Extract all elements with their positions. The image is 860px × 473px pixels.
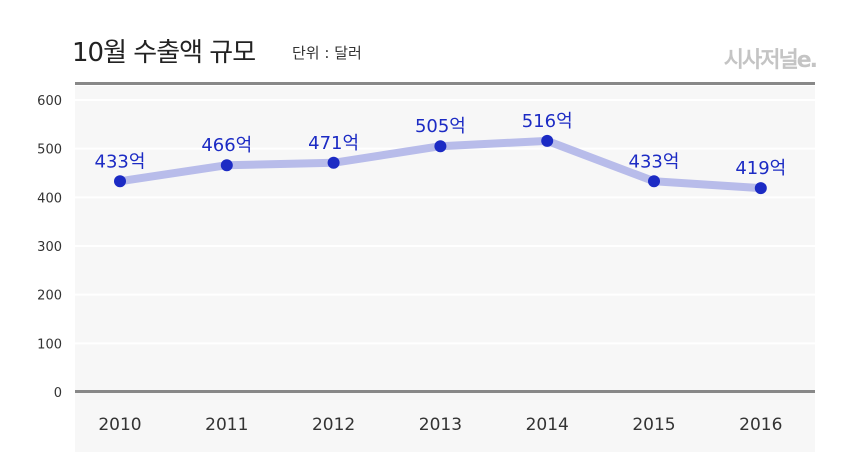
data-label: 466억 [201, 135, 252, 156]
data-point [754, 182, 767, 195]
y-tick-label: 500 [37, 143, 62, 158]
y-tick-label: 200 [37, 289, 62, 304]
x-tick-label: 2015 [632, 415, 675, 435]
x-tick-label: 2014 [526, 415, 569, 435]
data-point [114, 175, 126, 188]
top-border [75, 82, 815, 85]
y-tick-label: 400 [37, 191, 62, 206]
data-point [434, 140, 447, 153]
y-tick-label: 600 [37, 94, 62, 109]
y-tick-label: 100 [37, 337, 62, 352]
x-axis-line [75, 390, 815, 393]
data-point [327, 156, 340, 169]
x-tick-label: 2013 [419, 415, 462, 435]
x-tick-label: 2016 [739, 415, 782, 435]
data-point [220, 159, 233, 172]
chart-unit: 단위 : 달러 [292, 44, 362, 62]
plot-area [75, 86, 815, 452]
x-tick-label: 2010 [98, 415, 141, 435]
x-tick-label: 2011 [205, 415, 248, 435]
data-label: 433억 [629, 151, 680, 172]
chart-title: 10월 수출액 규모 [72, 38, 256, 68]
data-label: 471억 [308, 133, 359, 154]
y-tick-label: 300 [37, 240, 62, 255]
data-point [648, 175, 660, 188]
publisher-logo: 시사저널e. [723, 48, 818, 73]
x-tick-label: 2012 [312, 415, 355, 435]
data-label: 419억 [735, 158, 786, 179]
data-point [541, 134, 554, 147]
data-label: 433억 [95, 151, 146, 172]
data-label: 516억 [522, 111, 573, 132]
data-label: 505억 [415, 116, 466, 137]
y-tick-label: 0 [54, 386, 62, 401]
